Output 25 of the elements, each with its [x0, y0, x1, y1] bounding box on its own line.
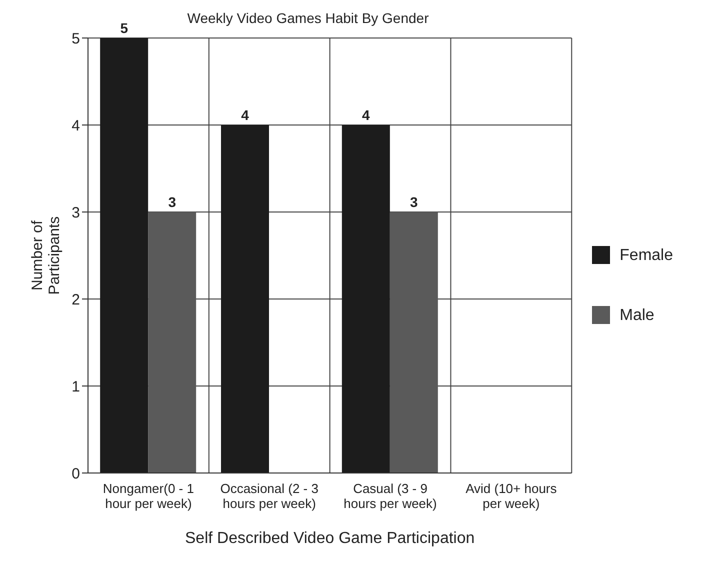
x-axis-title: Self Described Video Game Participation: [185, 530, 475, 547]
x-tick-label: Nongamer(0 - 1 hour per week): [102, 481, 194, 511]
bar: [221, 125, 269, 473]
y-tick-label: 4: [72, 117, 80, 134]
y-tick-label: 0: [72, 465, 80, 482]
bar: [148, 212, 196, 473]
data-label: 3: [410, 194, 418, 210]
y-axis-title: Number of Participants: [29, 216, 63, 295]
x-tick-label: Occasional (2 - 3 hours per week): [220, 481, 318, 511]
x-tick-label: Casual (3 - 9 hours per week): [344, 481, 437, 511]
bar: [342, 125, 390, 473]
y-tick-label: 2: [72, 291, 80, 308]
chart-title: Weekly Video Games Habit By Gender: [187, 10, 429, 26]
y-tick-label: 3: [72, 204, 80, 222]
data-label: 5: [120, 20, 128, 36]
bar: [390, 212, 438, 473]
data-label: 4: [241, 107, 250, 123]
legend-label: Male: [620, 306, 654, 324]
data-label: 3: [168, 194, 176, 210]
x-tick-label: Avid (10+ hours per week): [466, 481, 558, 511]
legend-label: Female: [620, 246, 673, 264]
bar: [100, 38, 148, 473]
data-label: 4: [362, 107, 370, 123]
y-tick-label: 1: [72, 378, 80, 396]
y-tick-label: 5: [72, 30, 80, 48]
